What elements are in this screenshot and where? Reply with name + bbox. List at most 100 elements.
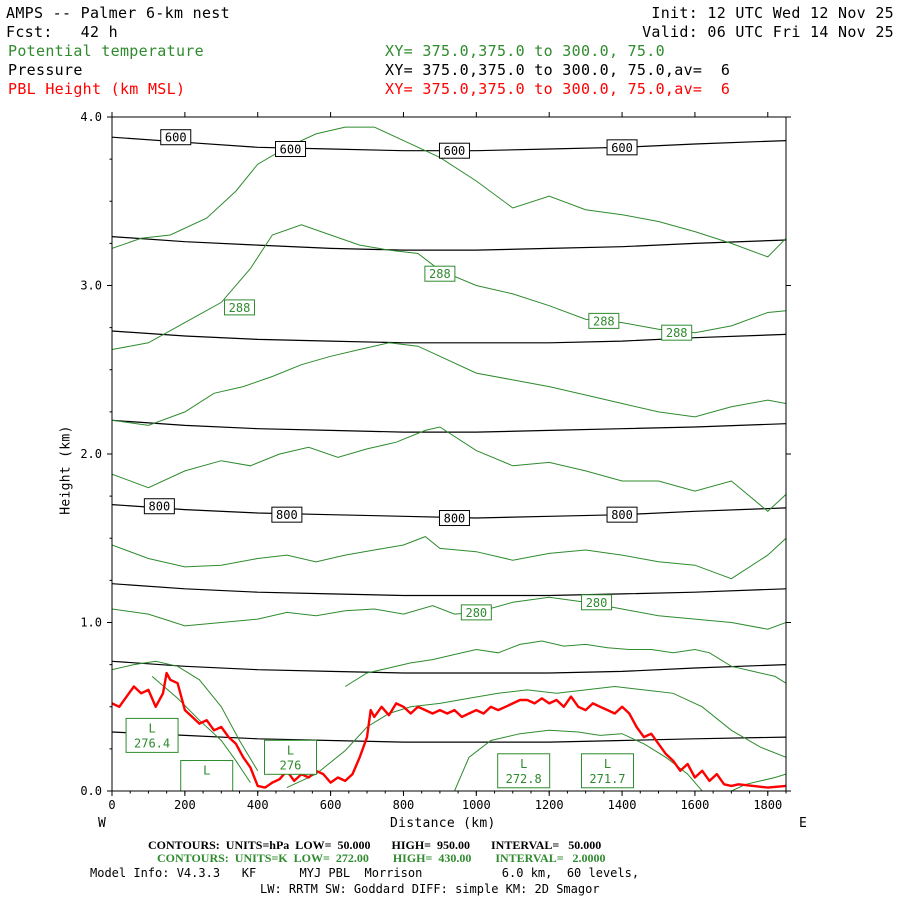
low-center-letter: L xyxy=(203,764,210,778)
pressure-contour-line xyxy=(112,583,786,597)
theta-contour-label-box xyxy=(424,265,456,282)
x-axis-label: Distance (km) xyxy=(390,816,496,831)
low-center-letter: L xyxy=(287,743,294,757)
low-center-letter: L xyxy=(148,721,155,735)
pressure-contour-label: 800 xyxy=(143,498,175,515)
theta-contour-label: 288 xyxy=(661,324,693,341)
axes: 0 200 400 600 800 1000 1200 1400 1600 1800 0.0 1.0 2… xyxy=(80,110,791,812)
low-center-box xyxy=(580,753,634,789)
pressure-contour-label-text: 600 xyxy=(611,141,633,155)
pbl-height-series xyxy=(112,671,786,789)
y-axis-label: Height (km) xyxy=(58,425,74,515)
theta-contours xyxy=(112,126,786,791)
pressure-contour-label-box xyxy=(160,129,192,146)
valid-time: Valid: 06 UTC Fri 14 Nov 25 xyxy=(642,23,894,41)
field2-xy: XY= 375.0,375.0 to 300.0, 75.0,av= 6 xyxy=(385,61,731,79)
plot-frame xyxy=(111,116,787,792)
field3-xy: XY= 375.0,375.0 to 300.0, 75.0,av= 6 xyxy=(385,80,731,98)
model-info: Model Info: V4.3.3 KF MYJ PBL Morrison 6… xyxy=(90,866,640,880)
theta-contour-label-text: 288 xyxy=(229,301,251,315)
pbl-height-line xyxy=(112,671,786,789)
y-tick-label: 4.0 xyxy=(80,110,102,124)
theta-contour-label-box xyxy=(588,312,620,329)
low-center-value: 276 xyxy=(280,758,302,772)
pressure-contour-label-box xyxy=(606,506,638,523)
low-center-label: L xyxy=(180,760,234,791)
theta-contour-line xyxy=(112,342,786,426)
field1-xy: XY= 375.0,375.0 to 300.0, 75.0 xyxy=(385,42,665,60)
pressure-contour-label-box xyxy=(438,142,470,159)
low-center-box xyxy=(497,753,551,789)
forecast-hour: Fcst: 42 h xyxy=(6,23,118,41)
pressure-contour-label-box xyxy=(271,506,303,523)
pressure-contour-label: 800 xyxy=(438,510,470,527)
pressure-contour-line xyxy=(112,419,786,433)
theta-contour-line xyxy=(112,426,786,512)
theta-contour-line xyxy=(151,676,251,783)
theta-contour-line xyxy=(286,685,786,789)
field1-name: Potential temperature xyxy=(8,42,204,60)
init-time: Init: 12 UTC Wed 12 Nov 25 xyxy=(651,4,894,22)
theta-contour-line xyxy=(454,729,703,791)
pressure-contour-label-text: 800 xyxy=(276,508,298,522)
theta-contour-line xyxy=(112,660,259,772)
theta-contour-label-box xyxy=(460,604,492,621)
theta-contour-line xyxy=(344,640,786,687)
pressure-contour-label: 800 xyxy=(271,506,303,523)
low-center-value: 276.4 xyxy=(134,736,170,750)
pressure-contour-label-box xyxy=(143,498,175,515)
theta-contour-line xyxy=(731,773,786,791)
theta-contour-label: 280 xyxy=(581,594,613,611)
low-center-box xyxy=(264,739,318,775)
x-tick-label: 1400 xyxy=(608,798,637,812)
theta-contour-label-text: 280 xyxy=(586,596,608,610)
pressure-contour-label: 600 xyxy=(438,142,470,159)
theta-contour-label-box xyxy=(224,299,256,316)
y-tick-label: 2.0 xyxy=(80,447,102,461)
low-center-value: 271.7 xyxy=(589,772,625,786)
theta-contour-line xyxy=(112,126,786,258)
y-tick-label: 0.0 xyxy=(80,784,102,798)
chart-title: AMPS -- Palmer 6-km nest xyxy=(6,4,230,22)
pressure-contour-line xyxy=(112,660,786,674)
y-tick-label: 3.0 xyxy=(80,279,102,293)
pressure-contour-label: 600 xyxy=(275,141,307,158)
pressure-contour-label: 600 xyxy=(606,139,638,156)
pressure-contour-info: CONTOURS: UNITS=hPa LOW= 50.000 HIGH= 95… xyxy=(148,838,602,852)
x-tick-label: 1200 xyxy=(535,798,564,812)
x-tick-label: 1800 xyxy=(753,798,782,812)
field2-name: Pressure xyxy=(8,61,83,79)
field3-name: PBL Height (km MSL) xyxy=(8,80,186,98)
low-center-letter: L xyxy=(520,757,527,771)
theta-contour-info: CONTOURS: UNITS=K LOW= 272.00 HIGH= 430.… xyxy=(157,851,606,865)
theta-contour-label: 280 xyxy=(460,604,492,621)
y-tick-label: 1.0 xyxy=(80,616,102,630)
theta-contour-label-text: 280 xyxy=(465,606,487,620)
pressure-contour-label-text: 800 xyxy=(444,512,466,526)
pressure-contour-line xyxy=(112,236,786,251)
theta-contour-label-box xyxy=(661,324,693,341)
pressure-contour-label-text: 600 xyxy=(165,131,187,145)
pressure-contour-line xyxy=(112,731,786,743)
pressure-contour-label: 800 xyxy=(606,506,638,523)
pressure-contour-label-text: 600 xyxy=(280,143,302,157)
pressure-contour-label-text: 600 xyxy=(444,144,466,158)
x-axis-east-label: E xyxy=(799,816,808,831)
pressure-contour-label: 600 xyxy=(160,129,192,146)
low-center-box xyxy=(180,760,234,791)
x-tick-label: 1600 xyxy=(680,798,709,812)
pressure-contour-label-box xyxy=(606,139,638,156)
low-center-letter: L xyxy=(604,757,611,771)
theta-contour-label-box xyxy=(581,594,613,611)
pressure-contour-line xyxy=(112,330,786,344)
x-tick-label: 0 xyxy=(108,798,115,812)
contour-labels: 600 600 600 600 800 800 800 800 288 288 288 288 280 2… xyxy=(125,129,693,791)
low-center-box xyxy=(125,717,179,753)
x-tick-label: 400 xyxy=(247,798,269,812)
theta-contour-line xyxy=(112,536,786,580)
theta-contour-line xyxy=(112,596,786,630)
x-tick-label: 800 xyxy=(393,798,415,812)
